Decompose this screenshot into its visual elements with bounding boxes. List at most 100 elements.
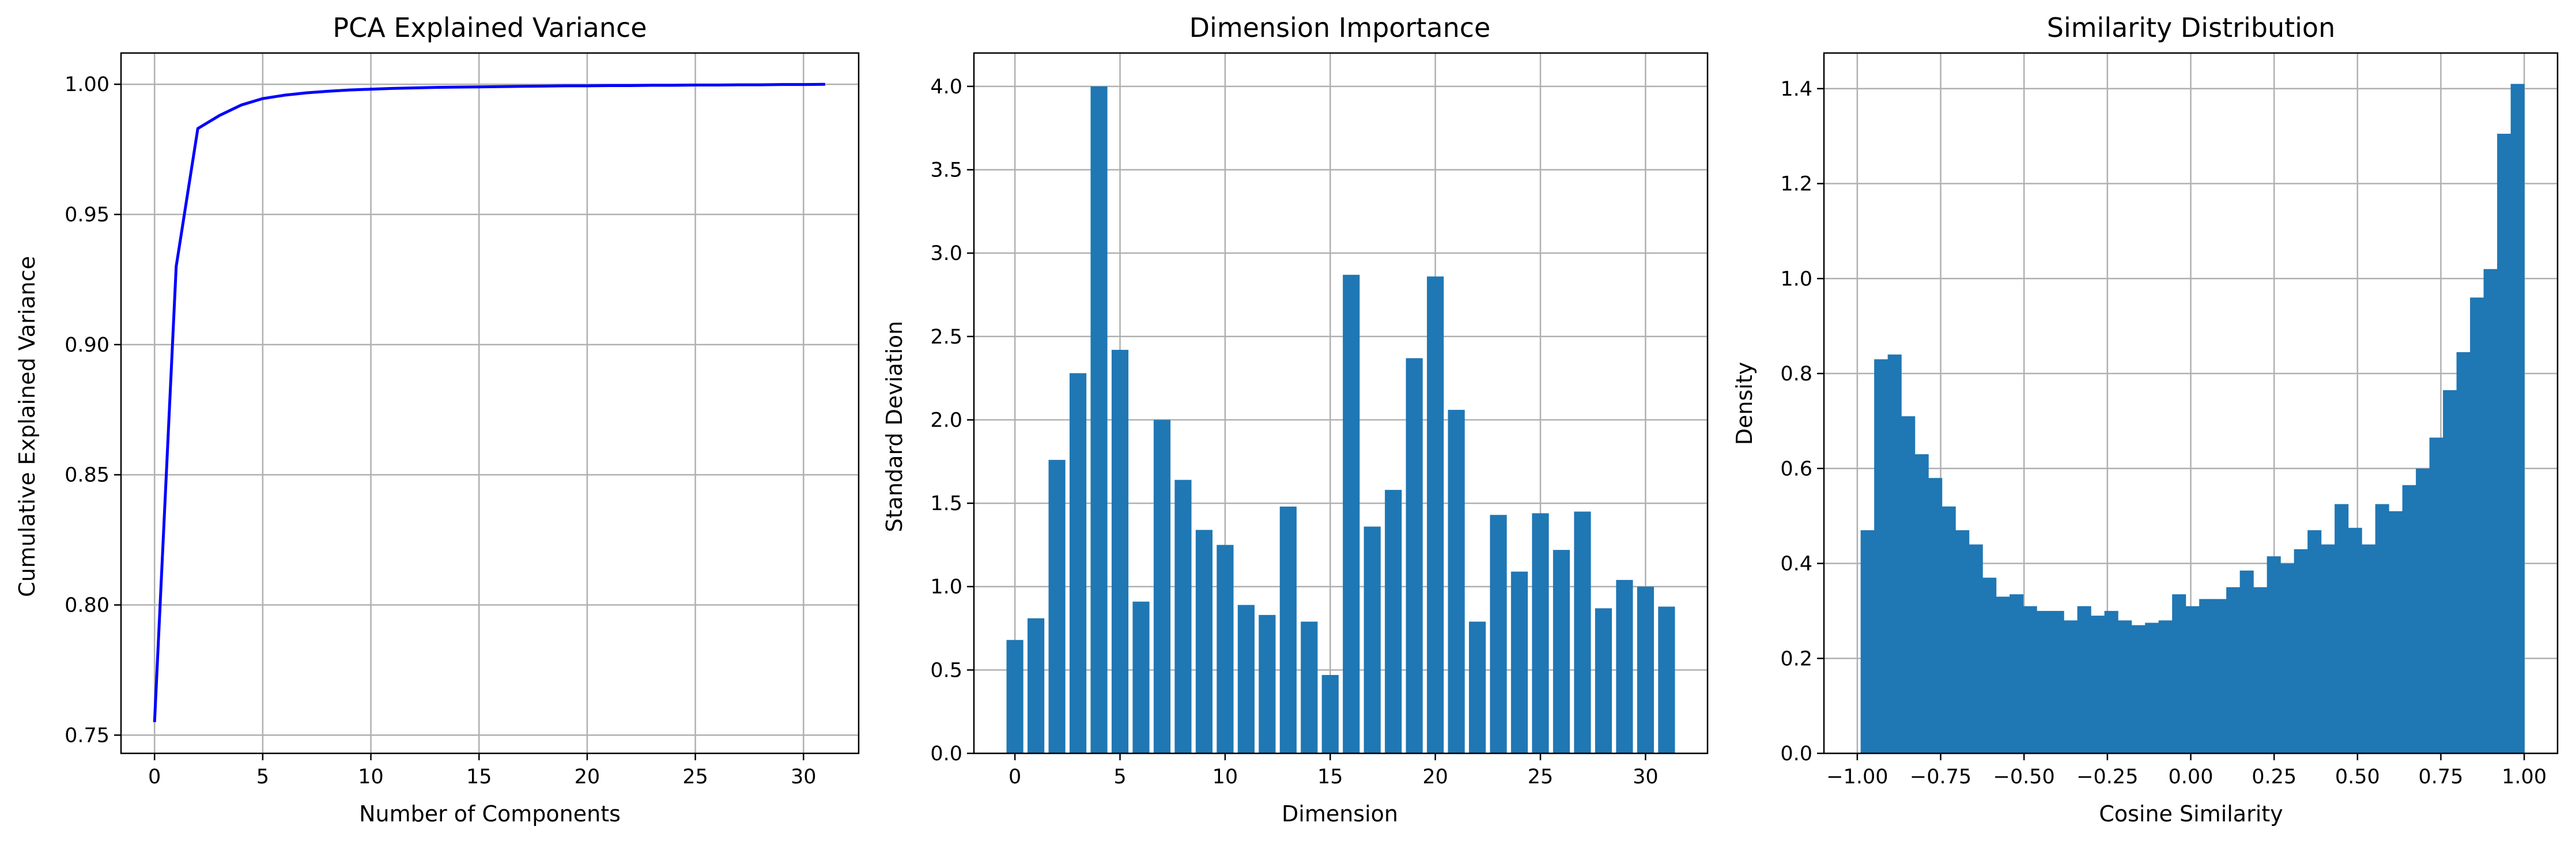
bar xyxy=(1048,459,1066,753)
histogram-bin xyxy=(2077,606,2091,753)
x-tick-label: 25 xyxy=(682,765,708,789)
x-tick-label: 0 xyxy=(1009,765,1021,789)
histogram-bin xyxy=(1887,354,1902,753)
y-tick-label: 2.5 xyxy=(930,326,962,349)
grid-lines xyxy=(121,53,859,753)
x-tick-label: −1.00 xyxy=(1826,765,1888,789)
bar xyxy=(1616,580,1633,753)
histogram-bin xyxy=(2172,594,2186,753)
histogram-bin xyxy=(2294,549,2308,753)
bar xyxy=(1469,621,1486,753)
bar xyxy=(1343,274,1360,753)
histogram-bin xyxy=(2118,620,2132,753)
bar xyxy=(1279,506,1297,753)
bar xyxy=(1510,571,1528,753)
histogram-bin xyxy=(2470,297,2484,753)
y-tick-label: 1.5 xyxy=(930,492,962,515)
y-tick-label: 0.6 xyxy=(1780,458,1812,481)
x-tick-label: 30 xyxy=(791,765,817,789)
bar xyxy=(1427,276,1444,754)
x-tick-label: 20 xyxy=(1422,765,1448,789)
histogram-bin xyxy=(1969,544,1983,753)
x-tick-label: 5 xyxy=(256,765,269,789)
bar xyxy=(1406,358,1423,753)
x-tick-label: 0.75 xyxy=(2419,765,2464,789)
histogram-bin xyxy=(2456,352,2471,753)
x-axis-label: Number of Components xyxy=(359,801,621,827)
bar xyxy=(1595,608,1612,753)
y-tick-label: 0.4 xyxy=(1780,553,1812,576)
pca-explained-variance-panel: PCA Explained Variance Number of Compone… xyxy=(14,12,860,827)
bar xyxy=(1217,545,1234,753)
histogram-bin xyxy=(2321,544,2335,753)
y-tick-label: 0.2 xyxy=(1780,647,1812,670)
histogram-bin xyxy=(1942,506,1956,753)
y-tick-label: 0.8 xyxy=(1780,363,1812,386)
y-tick-label: 2.0 xyxy=(930,409,962,432)
histogram-bin xyxy=(2050,610,2064,753)
histogram-bin xyxy=(1955,530,1970,753)
histogram-bin xyxy=(2267,556,2281,753)
histogram-bin xyxy=(2335,504,2349,753)
y-axis-label: Standard Deviation xyxy=(882,321,907,533)
bar xyxy=(1301,621,1318,753)
y-axis-label: Density xyxy=(1732,362,1757,445)
x-tick-label: −0.25 xyxy=(2076,765,2138,789)
bar xyxy=(1069,373,1087,753)
histogram-bin xyxy=(2307,530,2322,753)
histogram-bin xyxy=(2510,84,2525,754)
y-tick-label: 0.0 xyxy=(1780,742,1812,765)
histogram-bin xyxy=(2185,606,2200,753)
bar xyxy=(1174,480,1192,753)
x-tick-label: 10 xyxy=(1213,765,1238,789)
histogram-bin xyxy=(2429,437,2443,753)
x-axis-label: Dimension xyxy=(1282,801,1398,827)
histogram-bin xyxy=(2131,625,2146,753)
y-tick-label: 3.0 xyxy=(930,242,962,265)
x-tick-label: 5 xyxy=(1113,765,1126,789)
histogram-bin xyxy=(2023,606,2037,753)
y-tick-label: 0.95 xyxy=(65,203,109,227)
histogram-bin xyxy=(1901,416,1916,753)
histogram-bin xyxy=(1928,478,1943,753)
x-tick-label: 25 xyxy=(1528,765,1554,789)
histogram-bin xyxy=(2497,134,2511,753)
bar xyxy=(1490,515,1507,753)
dimension-importance-panel: Dimension Importance Dimension Standard … xyxy=(882,12,1709,827)
bar xyxy=(1637,586,1654,753)
bar xyxy=(1532,513,1549,753)
bar xyxy=(1574,511,1591,753)
y-tick-label: 1.4 xyxy=(1780,78,1812,101)
bar xyxy=(1132,601,1150,753)
histogram-bin xyxy=(2416,468,2430,753)
x-tick-label: 0.00 xyxy=(2169,765,2214,789)
histogram-bin xyxy=(2212,599,2227,753)
x-tick-label: 15 xyxy=(1317,765,1343,789)
x-tick-label: 20 xyxy=(575,765,600,789)
bar xyxy=(1363,526,1381,753)
bar xyxy=(1259,614,1276,753)
histogram-bin xyxy=(2104,610,2118,753)
y-tick-label: 1.0 xyxy=(1780,267,1812,291)
x-tick-label: −0.50 xyxy=(1993,765,2055,789)
axes-frame xyxy=(973,52,1709,755)
histogram-bin xyxy=(2443,390,2457,753)
bar xyxy=(1553,550,1570,753)
bar xyxy=(1321,675,1339,753)
chart-title: PCA Explained Variance xyxy=(333,12,647,43)
bar xyxy=(1153,420,1171,753)
y-axis-label: Cumulative Explained Variance xyxy=(14,256,40,597)
histogram-bin xyxy=(2280,563,2295,753)
variance-line xyxy=(153,82,825,722)
y-tick-label: 0.85 xyxy=(65,464,109,487)
histogram-bin xyxy=(2362,544,2376,753)
bar xyxy=(1658,606,1675,753)
histogram-bin xyxy=(1914,454,1929,753)
histogram-bin xyxy=(2064,620,2078,753)
histogram-bin xyxy=(1860,530,1875,753)
x-tick-label: 0.50 xyxy=(2335,765,2380,789)
histogram-bin xyxy=(2091,616,2105,753)
x-axis-label: Cosine Similarity xyxy=(2099,801,2283,827)
bar xyxy=(1090,86,1108,753)
